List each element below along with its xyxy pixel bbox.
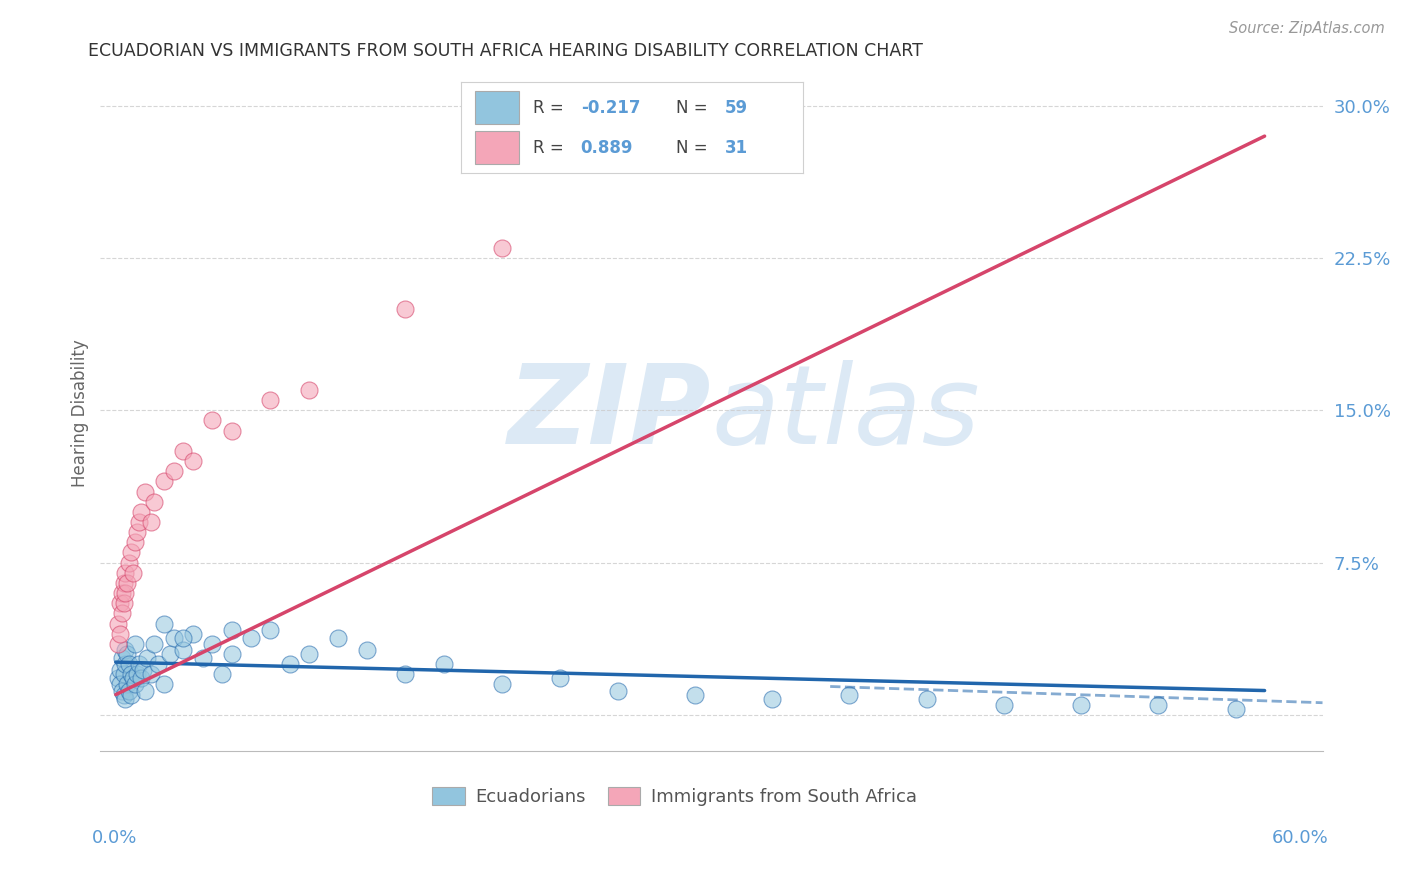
Point <box>221 623 243 637</box>
Point <box>112 688 135 702</box>
Point <box>114 643 136 657</box>
Point <box>143 637 166 651</box>
Point <box>211 667 233 681</box>
Point <box>107 637 129 651</box>
Point <box>108 677 131 691</box>
Text: Source: ZipAtlas.com: Source: ZipAtlas.com <box>1229 21 1385 36</box>
Point <box>394 667 416 681</box>
Point <box>114 566 136 580</box>
Point <box>191 651 214 665</box>
Point <box>172 444 194 458</box>
Point <box>120 667 142 681</box>
Point <box>201 637 224 651</box>
Point <box>298 647 321 661</box>
Point <box>491 677 513 691</box>
Point <box>110 683 132 698</box>
Point <box>259 623 281 637</box>
Point <box>221 647 243 661</box>
Point <box>112 596 135 610</box>
Point <box>114 657 136 672</box>
Point <box>112 667 135 681</box>
Point <box>118 556 141 570</box>
Point <box>993 698 1015 712</box>
Point <box>124 677 146 691</box>
Point <box>148 657 170 672</box>
Point <box>120 688 142 702</box>
Point <box>120 545 142 559</box>
Point <box>163 464 186 478</box>
Point <box>159 647 181 661</box>
Legend: Ecuadorians, Immigrants from South Africa: Ecuadorians, Immigrants from South Afric… <box>425 780 924 814</box>
Point <box>548 671 571 685</box>
Point <box>134 683 156 698</box>
Point <box>118 683 141 698</box>
Point <box>107 616 129 631</box>
Point <box>128 515 150 529</box>
Point <box>108 626 131 640</box>
Point <box>135 651 157 665</box>
Point <box>112 575 135 590</box>
Point <box>110 651 132 665</box>
Point <box>117 647 139 661</box>
Point <box>110 586 132 600</box>
Point <box>118 657 141 672</box>
Point <box>356 643 378 657</box>
Point <box>153 475 176 489</box>
Point <box>114 691 136 706</box>
Point <box>143 494 166 508</box>
Point <box>129 505 152 519</box>
Point <box>172 631 194 645</box>
Text: ECUADORIAN VS IMMIGRANTS FROM SOUTH AFRICA HEARING DISABILITY CORRELATION CHART: ECUADORIAN VS IMMIGRANTS FROM SOUTH AFRI… <box>89 42 922 60</box>
Point <box>139 667 162 681</box>
Point <box>239 631 262 645</box>
Point <box>108 596 131 610</box>
Point <box>125 525 148 540</box>
Point <box>163 631 186 645</box>
Point <box>683 688 706 702</box>
Point <box>326 631 349 645</box>
Point <box>122 566 145 580</box>
Point <box>107 671 129 685</box>
Point <box>201 413 224 427</box>
Point <box>181 626 204 640</box>
Point <box>129 671 152 685</box>
Point <box>124 535 146 549</box>
Point <box>110 607 132 621</box>
Text: 0.0%: 0.0% <box>91 829 136 847</box>
Point <box>915 691 938 706</box>
Point <box>181 454 204 468</box>
Point <box>153 677 176 691</box>
Point <box>838 688 860 702</box>
Point <box>606 683 628 698</box>
Point <box>114 586 136 600</box>
Point <box>124 637 146 651</box>
Point <box>139 515 162 529</box>
Text: 60.0%: 60.0% <box>1272 829 1329 847</box>
Point <box>172 643 194 657</box>
Point <box>1147 698 1170 712</box>
Point <box>108 663 131 677</box>
Point <box>1225 702 1247 716</box>
Point <box>117 677 139 691</box>
Point <box>298 383 321 397</box>
Point <box>134 484 156 499</box>
Point <box>278 657 301 672</box>
Point <box>128 657 150 672</box>
Point <box>122 671 145 685</box>
Point <box>761 691 783 706</box>
Point <box>125 667 148 681</box>
Point <box>433 657 456 672</box>
Point <box>491 241 513 255</box>
Text: atlas: atlas <box>711 359 980 467</box>
Point <box>394 301 416 316</box>
Point <box>117 575 139 590</box>
Point <box>221 424 243 438</box>
Y-axis label: Hearing Disability: Hearing Disability <box>72 340 89 487</box>
Point <box>259 393 281 408</box>
Point <box>153 616 176 631</box>
Point <box>1070 698 1092 712</box>
Point <box>132 663 155 677</box>
Text: ZIP: ZIP <box>508 359 711 467</box>
